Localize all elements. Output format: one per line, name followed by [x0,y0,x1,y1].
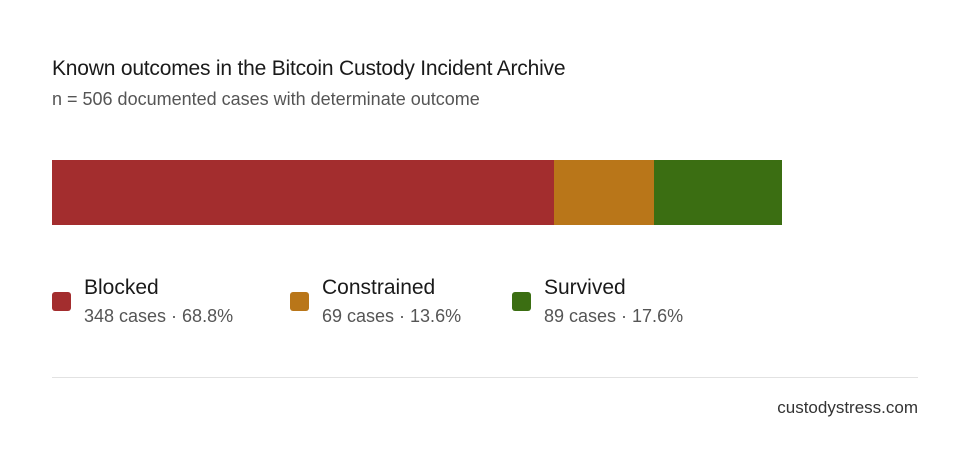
chart-subtitle: n = 506 documented cases with determinat… [52,89,480,109]
legend-detail: 69 cases · 13.6% [322,306,462,326]
legend-label: Constrained [322,276,436,299]
divider [52,377,918,378]
bar-segment-blocked [52,160,555,225]
chart-title: Known outcomes in the Bitcoin Custody In… [52,57,566,80]
stacked-bar [52,160,782,225]
legend-label: Blocked [84,276,159,299]
source-footer: custodystress.com [777,398,918,417]
bar-segment-constrained [554,160,654,225]
legend-swatch-survived [512,292,531,311]
bar-segment-survived [653,160,782,225]
legend-swatch-constrained [290,292,309,311]
legend-label: Survived [544,276,626,299]
legend-swatch-blocked [52,292,71,311]
legend-detail: 89 cases · 17.6% [544,306,684,326]
legend-detail: 348 cases · 68.8% [84,306,234,326]
